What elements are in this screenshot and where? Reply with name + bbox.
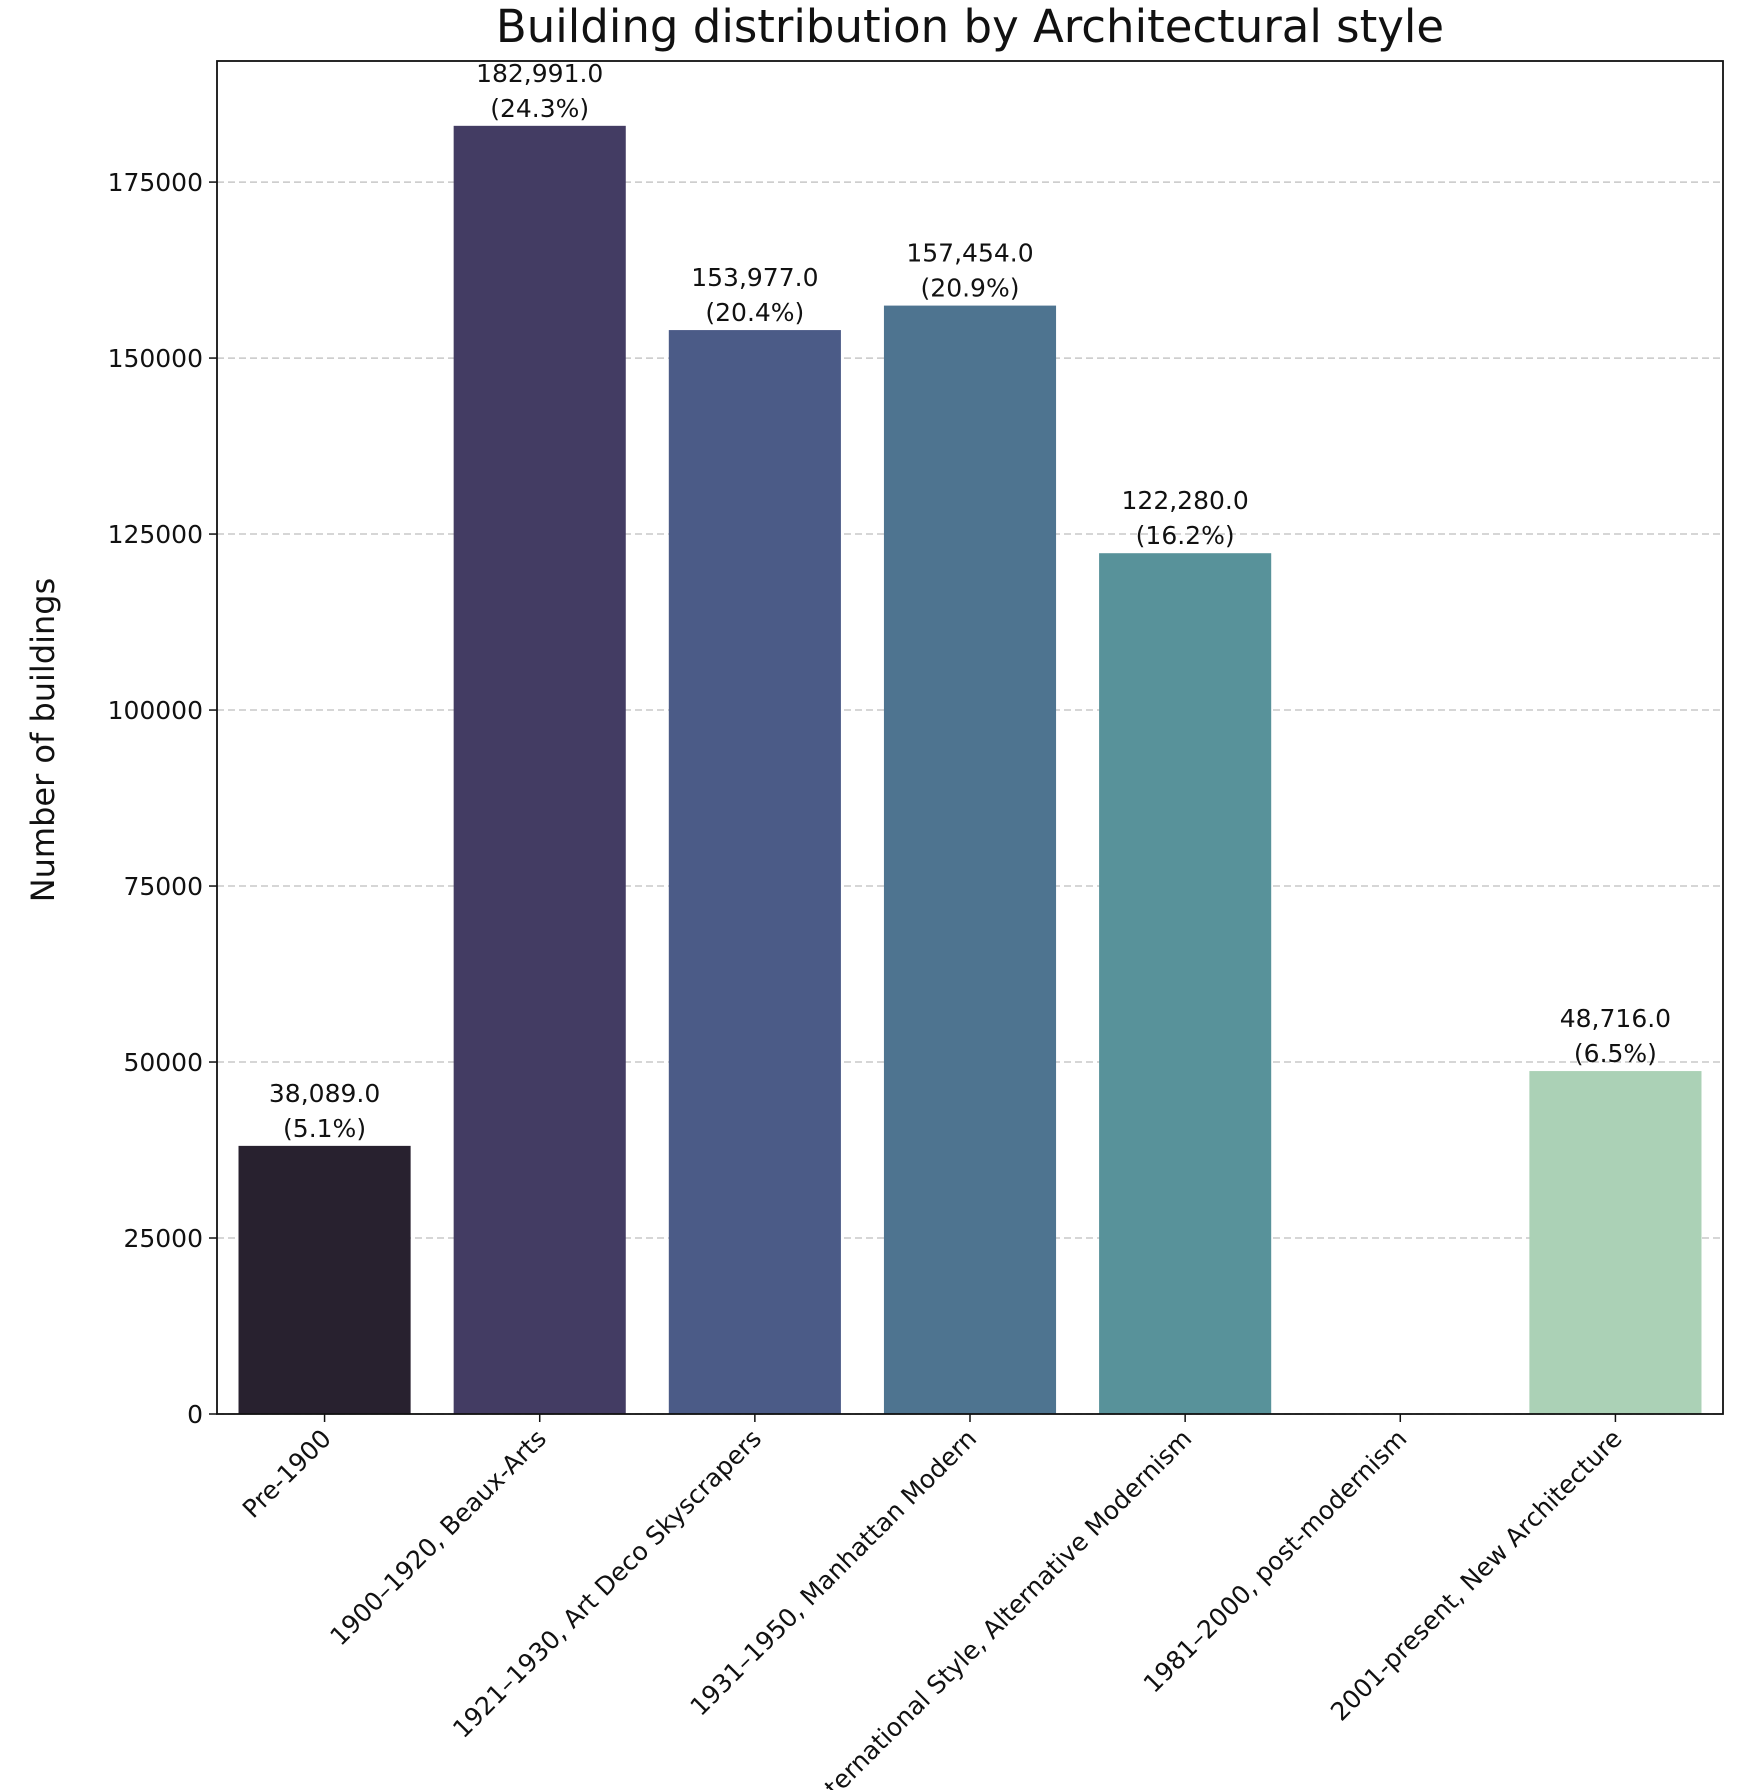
value-label: 38,089.0 <box>269 1079 380 1108</box>
percent-label: (5.1%) <box>283 1114 366 1143</box>
bar <box>453 125 626 1414</box>
value-label: 48,716.0 <box>1560 1004 1671 1033</box>
y-tick-label: 100000 <box>108 696 203 725</box>
percent-label: (24.3%) <box>490 94 589 123</box>
bar <box>668 330 841 1415</box>
x-tick-label: 1900–1920, Beaux-Arts <box>324 1424 552 1652</box>
chart-title: Building distribution by Architectural s… <box>496 0 1444 53</box>
plot-frame <box>216 60 1724 1415</box>
y-tick-label: 75000 <box>123 872 203 901</box>
y-tick-label: 0 <box>187 1400 203 1429</box>
x-tick-label: 1981–2000, post-modernism <box>1138 1424 1413 1699</box>
value-label: 153,977.0 <box>691 263 818 292</box>
y-tick-label: 150000 <box>108 344 203 373</box>
percent-label: (6.5%) <box>1574 1039 1657 1068</box>
bar <box>238 1145 411 1414</box>
x-tick-label: Pre-1900 <box>237 1424 337 1524</box>
bar <box>883 305 1057 1414</box>
y-tick-label: 50000 <box>123 1048 203 1077</box>
bar <box>1529 1071 1702 1414</box>
bar <box>1099 553 1272 1414</box>
value-label: 157,454.0 <box>906 239 1033 268</box>
y-tick-label: 25000 <box>123 1224 203 1253</box>
y-tick-label: 175000 <box>108 168 203 197</box>
percent-label: (20.4%) <box>705 298 804 327</box>
y-tick-label: 125000 <box>108 520 203 549</box>
value-label: 122,280.0 <box>1122 486 1249 515</box>
percent-label: (20.9%) <box>921 274 1020 303</box>
percent-label: (16.2%) <box>1136 521 1235 550</box>
y-axis-label: Number of buildings <box>24 578 62 903</box>
value-label: 182,991.0 <box>476 59 603 88</box>
